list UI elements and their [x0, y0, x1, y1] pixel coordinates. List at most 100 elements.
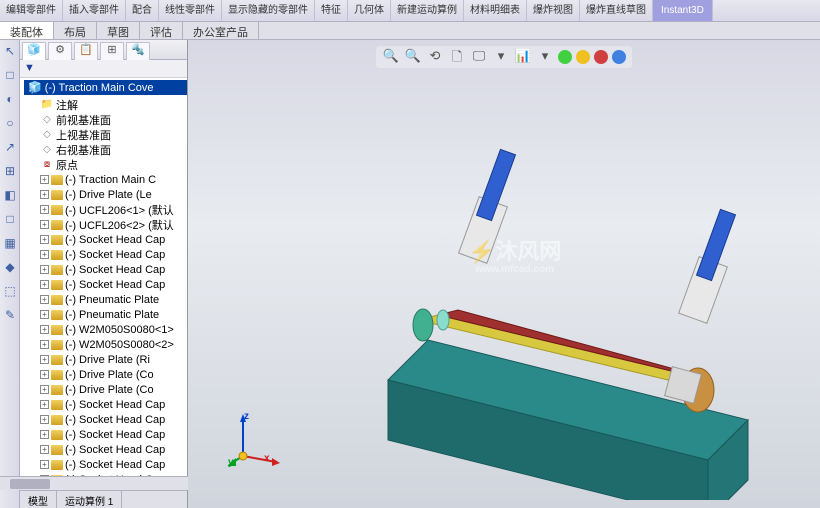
display-icon[interactable]: 🖵	[470, 48, 488, 66]
fm-tab-dim[interactable]: ⊞	[100, 42, 124, 60]
tree-item[interactable]: ◇右视基准面	[38, 142, 187, 157]
scroll-thumb[interactable]	[20, 479, 50, 489]
expand-icon[interactable]: +	[40, 205, 49, 214]
tree-item[interactable]: +(-) Socket Head Cap	[38, 457, 187, 472]
fm-tab-tree[interactable]: 🧊	[22, 42, 46, 60]
tool-view2[interactable]: ○	[2, 116, 18, 132]
tree-item[interactable]: +(-) Socket Head Cap	[38, 397, 187, 412]
tree-item[interactable]: +(-) Socket Head Cap	[38, 232, 187, 247]
fm-tab-config[interactable]: 📋	[74, 42, 98, 60]
tree-root[interactable]: 🧊 (-) Traction Main Cove	[24, 80, 187, 95]
expand-icon[interactable]: +	[40, 460, 49, 469]
tab-assembly[interactable]: 装配体	[0, 22, 54, 39]
ribbon-bom[interactable]: 材料明细表	[464, 0, 527, 21]
fm-tab-prop[interactable]: ⚙	[48, 42, 72, 60]
tree-item[interactable]: +(-) Drive Plate (Co	[38, 382, 187, 397]
ribbon-pattern[interactable]: 线性零部件	[159, 0, 222, 21]
tree-item[interactable]: +(-) Socket Head Cap	[38, 442, 187, 457]
tree-item[interactable]: +(-) UCFL206<2> (默认	[38, 217, 187, 232]
tree-item[interactable]: 📁注解	[38, 97, 187, 112]
ribbon-edit[interactable]: 编辑零部件	[0, 0, 63, 21]
model-3d[interactable]	[288, 100, 788, 500]
expand-icon[interactable]: +	[40, 220, 49, 229]
expand-icon[interactable]: +	[40, 400, 49, 409]
tree-item[interactable]: +(-) W2M050S0080<2>	[38, 337, 187, 352]
tree-item[interactable]: +(-) Socket Head Cap	[38, 412, 187, 427]
ribbon-geom[interactable]: 几何体	[348, 0, 391, 21]
expand-icon[interactable]: +	[40, 250, 49, 259]
bottom-tab-model[interactable]: 模型	[20, 491, 57, 508]
expand-icon[interactable]: +	[40, 325, 49, 334]
expand-icon[interactable]: +	[40, 295, 49, 304]
fm-filter[interactable]: ▼	[20, 60, 187, 78]
tool-grid[interactable]: ⊞	[2, 164, 18, 180]
tool-panel[interactable]: ◧	[2, 188, 18, 204]
ribbon-motion[interactable]: 新建运动算例	[391, 0, 464, 21]
tab-layout[interactable]: 布局	[54, 22, 97, 39]
tab-sketch[interactable]: 草图	[97, 22, 140, 39]
ribbon-feature[interactable]: 特征	[315, 0, 348, 21]
expand-icon[interactable]: +	[40, 430, 49, 439]
bottom-tab-motion[interactable]: 运动算例 1	[57, 491, 122, 508]
expand-icon[interactable]: +	[40, 190, 49, 199]
expand-icon[interactable]: +	[40, 235, 49, 244]
ribbon-mate[interactable]: 配合	[126, 0, 159, 21]
tool-diamond[interactable]: ◆	[2, 260, 18, 276]
tool-mesh[interactable]: ▦	[2, 236, 18, 252]
tree-item[interactable]: +(-) Drive Plate (Ri	[38, 352, 187, 367]
section-icon[interactable]: 🗋	[448, 48, 466, 66]
expand-icon[interactable]: +	[40, 415, 49, 424]
tool-select[interactable]: ↖	[2, 44, 18, 60]
ribbon-insert[interactable]: 插入零部件	[63, 0, 126, 21]
expand-icon[interactable]: +	[40, 175, 49, 184]
zoom-fit-icon[interactable]: 🔍	[382, 48, 400, 66]
tool-view1[interactable]: ◐	[2, 92, 18, 108]
tool-box[interactable]: □	[2, 68, 18, 84]
tree-item[interactable]: ⧇原点	[38, 157, 187, 172]
appearance-blue[interactable]	[612, 50, 626, 64]
tree-item[interactable]: +(-) Drive Plate (Co	[38, 367, 187, 382]
tab-office[interactable]: 办公室产品	[183, 22, 259, 39]
expand-icon[interactable]: +	[40, 355, 49, 364]
graphics-viewport[interactable]: 🔍 🔍 ⟲ 🗋 🖵 ▾ 📊 ▾	[188, 40, 820, 508]
expand-icon[interactable]: +	[40, 385, 49, 394]
hide-icon[interactable]: 📊	[514, 48, 532, 66]
ribbon-explode[interactable]: 爆炸视图	[527, 0, 580, 21]
zoom-area-icon[interactable]: 🔍	[404, 48, 422, 66]
ribbon-instant3d[interactable]: Instant3D	[653, 0, 713, 21]
tree-item[interactable]: +(-) Drive Plate (Le	[38, 187, 187, 202]
fm-tab-display[interactable]: 🔩	[126, 42, 150, 60]
ribbon-showhide[interactable]: 显示隐藏的零部件	[222, 0, 315, 21]
expand-icon[interactable]: +	[40, 445, 49, 454]
ribbon-explodeline[interactable]: 爆炸直线草图	[580, 0, 653, 21]
feature-tree[interactable]: 🧊 (-) Traction Main Cove 📁注解◇前视基准面◇上视基准面…	[20, 78, 187, 490]
tree-item[interactable]: ◇前视基准面	[38, 112, 187, 127]
dropdown-icon[interactable]: ▾	[492, 48, 510, 66]
tree-item[interactable]: +(-) Socket Head Cap	[38, 277, 187, 292]
tree-item[interactable]: +(-) Socket Head Cap	[38, 427, 187, 442]
tree-item[interactable]: +(-) UCFL206<1> (默认	[38, 202, 187, 217]
tool-rect[interactable]: □	[2, 212, 18, 228]
tree-item[interactable]: +(-) Socket Head Cap	[38, 247, 187, 262]
expand-icon[interactable]: +	[40, 265, 49, 274]
tab-evaluate[interactable]: 评估	[140, 22, 183, 39]
tree-scroll-x[interactable]	[20, 476, 188, 490]
tool-dash[interactable]: ⬚	[2, 284, 18, 300]
appearance-green[interactable]	[558, 50, 572, 64]
appearance-red[interactable]	[594, 50, 608, 64]
tree-item[interactable]: ◇上视基准面	[38, 127, 187, 142]
expand-icon[interactable]: +	[40, 370, 49, 379]
rotate-icon[interactable]: ⟲	[426, 48, 444, 66]
expand-icon[interactable]: +	[40, 280, 49, 289]
expand-icon[interactable]: +	[40, 340, 49, 349]
tool-pen[interactable]: ✎	[2, 308, 18, 324]
tree-item[interactable]: +(-) Socket Head Cap	[38, 262, 187, 277]
tree-item[interactable]: +(-) Pneumatic Plate	[38, 307, 187, 322]
tree-item[interactable]: +(-) Traction Main C	[38, 172, 187, 187]
dropdown2-icon[interactable]: ▾	[536, 48, 554, 66]
tree-item[interactable]: +(-) Pneumatic Plate	[38, 292, 187, 307]
tool-arrow[interactable]: ↗	[2, 140, 18, 156]
expand-icon[interactable]: +	[40, 310, 49, 319]
tree-item[interactable]: +(-) W2M050S0080<1>	[38, 322, 187, 337]
appearance-yellow[interactable]	[576, 50, 590, 64]
